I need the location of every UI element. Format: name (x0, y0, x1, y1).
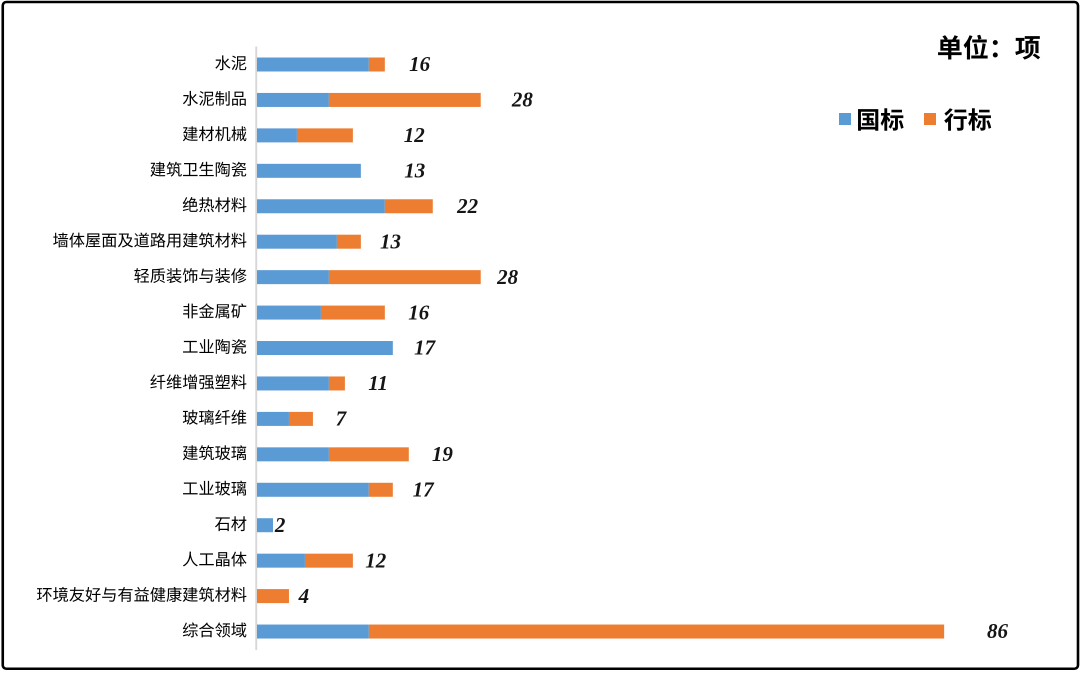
svg-text:17: 17 (414, 336, 437, 360)
svg-text:13: 13 (380, 229, 401, 253)
svg-text:22: 22 (456, 194, 479, 218)
svg-text:7: 7 (336, 407, 348, 431)
svg-text:19: 19 (432, 442, 454, 466)
svg-text:16: 16 (409, 52, 431, 76)
svg-text:2: 2 (274, 513, 286, 537)
svg-text:28: 28 (511, 88, 534, 112)
svg-text:12: 12 (404, 123, 426, 147)
svg-text:16: 16 (408, 300, 430, 324)
svg-text:17: 17 (413, 478, 436, 502)
svg-text:28: 28 (496, 265, 518, 289)
svg-text:13: 13 (404, 159, 425, 183)
svg-text:12: 12 (365, 548, 387, 572)
svg-text:11: 11 (368, 371, 388, 395)
svg-text:4: 4 (298, 584, 310, 608)
svg-text:86: 86 (987, 619, 1009, 643)
